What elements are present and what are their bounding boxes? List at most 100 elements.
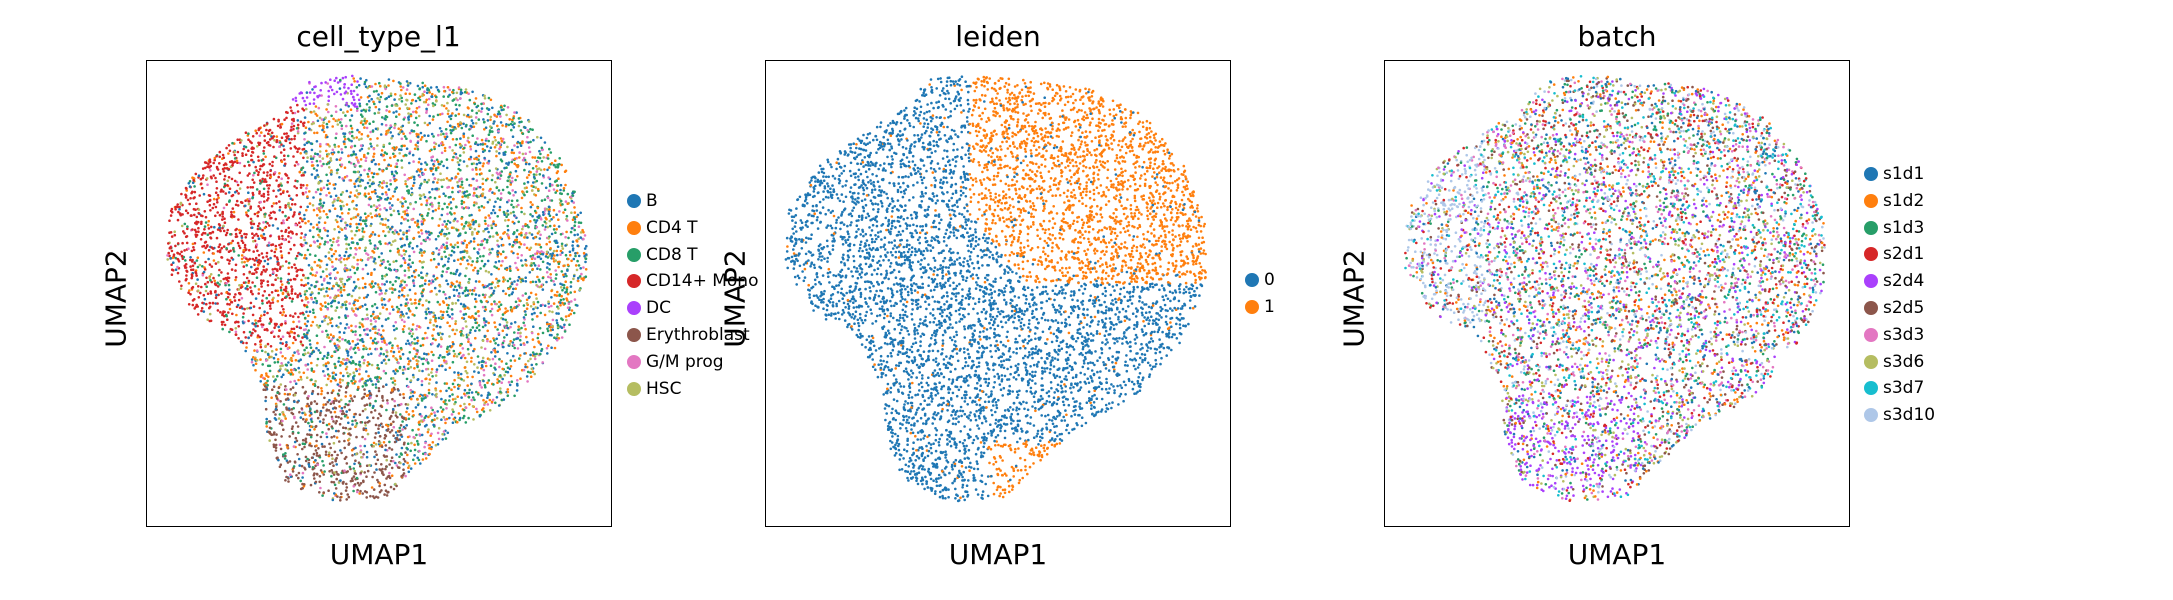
- scatter-point: [320, 442, 324, 446]
- scatter-point: [318, 474, 322, 478]
- scatter-point: [499, 137, 503, 140]
- scatter-point: [342, 285, 346, 288]
- scatter-point: [543, 304, 547, 307]
- scatter-point: [254, 368, 257, 372]
- scatter-point: [222, 190, 225, 193]
- scatter-point: [275, 179, 278, 182]
- scatter-point: [364, 317, 367, 321]
- scatter-point: [370, 145, 373, 148]
- scatter-point: [187, 282, 191, 285]
- scatter-point: [333, 471, 336, 474]
- scatter-point: [418, 433, 422, 436]
- scatter-point: [536, 206, 540, 210]
- scatter-point: [330, 88, 334, 92]
- scatter-point: [495, 115, 499, 118]
- scatter-point: [333, 199, 336, 203]
- scatter-point: [381, 303, 384, 306]
- scatter-point: [185, 187, 188, 190]
- scatter-point: [434, 316, 438, 320]
- scatter-point: [438, 331, 442, 335]
- scatter-point: [490, 351, 493, 354]
- scatter-point: [329, 272, 332, 275]
- scatter-point: [436, 332, 440, 335]
- scatter-point: [366, 432, 370, 436]
- scatter-point: [312, 208, 316, 212]
- scatter-point: [405, 342, 408, 346]
- scatter-point: [226, 183, 229, 187]
- scatter-point: [316, 357, 320, 361]
- scatter-point: [416, 403, 420, 407]
- scatter-point: [498, 300, 501, 304]
- scatter-point: [229, 241, 233, 245]
- scatter-point: [532, 138, 535, 142]
- scatter-point: [405, 283, 408, 287]
- scatter-point: [517, 297, 520, 300]
- scatter-point: [435, 100, 438, 103]
- scatter-point: [461, 347, 465, 350]
- scatter-point: [497, 260, 501, 263]
- scatter-point: [469, 184, 473, 187]
- scatter-point: [525, 307, 529, 310]
- scatter-point: [551, 310, 554, 314]
- scatter-point: [373, 190, 376, 193]
- scatter-point: [550, 232, 554, 236]
- scatter-point: [564, 235, 567, 239]
- scatter-point: [426, 326, 430, 330]
- scatter-point: [387, 188, 391, 191]
- scatter-point: [291, 297, 294, 301]
- scatter-point: [428, 378, 432, 381]
- scatter-point: [376, 137, 379, 140]
- scatter-point: [519, 343, 523, 347]
- scatter-point: [293, 351, 296, 354]
- scatter-point: [277, 458, 280, 462]
- scatter-point: [323, 396, 326, 400]
- scatter-point: [332, 420, 335, 423]
- scatter-point: [576, 233, 579, 236]
- scatter-point: [428, 321, 432, 324]
- scatter-point: [315, 364, 319, 367]
- scatter-point: [350, 477, 354, 480]
- scatter-point: [427, 362, 430, 365]
- scatter-point: [370, 410, 373, 414]
- scatter-point: [369, 212, 372, 215]
- scatter-point: [445, 135, 449, 138]
- scatter-point: [482, 264, 486, 268]
- scatter-point: [261, 177, 264, 181]
- scatter-point: [436, 113, 440, 117]
- scatter-point: [378, 213, 381, 216]
- scatter-point: [267, 143, 271, 147]
- scatter-point: [395, 162, 398, 165]
- scatter-point: [344, 75, 347, 79]
- scatter-point: [417, 96, 420, 100]
- scatter-point: [434, 374, 438, 377]
- scatter-point: [537, 250, 541, 254]
- scatter-point: [306, 368, 309, 371]
- scatter-point: [387, 317, 390, 320]
- scatter-point: [237, 254, 240, 257]
- scatter-point: [471, 230, 474, 234]
- scatter-point: [363, 328, 366, 332]
- scatter-point: [293, 263, 296, 266]
- scatter-point: [329, 85, 332, 89]
- scatter-point: [370, 171, 374, 175]
- scatter-point: [521, 294, 525, 297]
- scatter-point: [487, 379, 491, 382]
- scatter-point: [421, 81, 425, 85]
- scatter-point: [275, 135, 279, 138]
- scatter-point: [564, 253, 568, 257]
- scatter-point: [324, 305, 327, 308]
- scatter-point: [381, 169, 384, 173]
- scatter-point: [358, 176, 361, 179]
- scatter-point: [496, 215, 500, 218]
- scatter-point: [310, 297, 314, 301]
- scatter-point: [218, 150, 222, 154]
- scatter-point: [494, 139, 497, 142]
- scatter-point: [364, 195, 368, 198]
- scatter-point: [176, 252, 180, 255]
- scatter-point: [369, 224, 372, 228]
- scatter-point: [300, 253, 303, 257]
- scatter-point: [416, 456, 420, 460]
- scatter-point: [413, 448, 417, 452]
- scatter-point: [295, 232, 298, 236]
- scatter-point: [475, 187, 478, 191]
